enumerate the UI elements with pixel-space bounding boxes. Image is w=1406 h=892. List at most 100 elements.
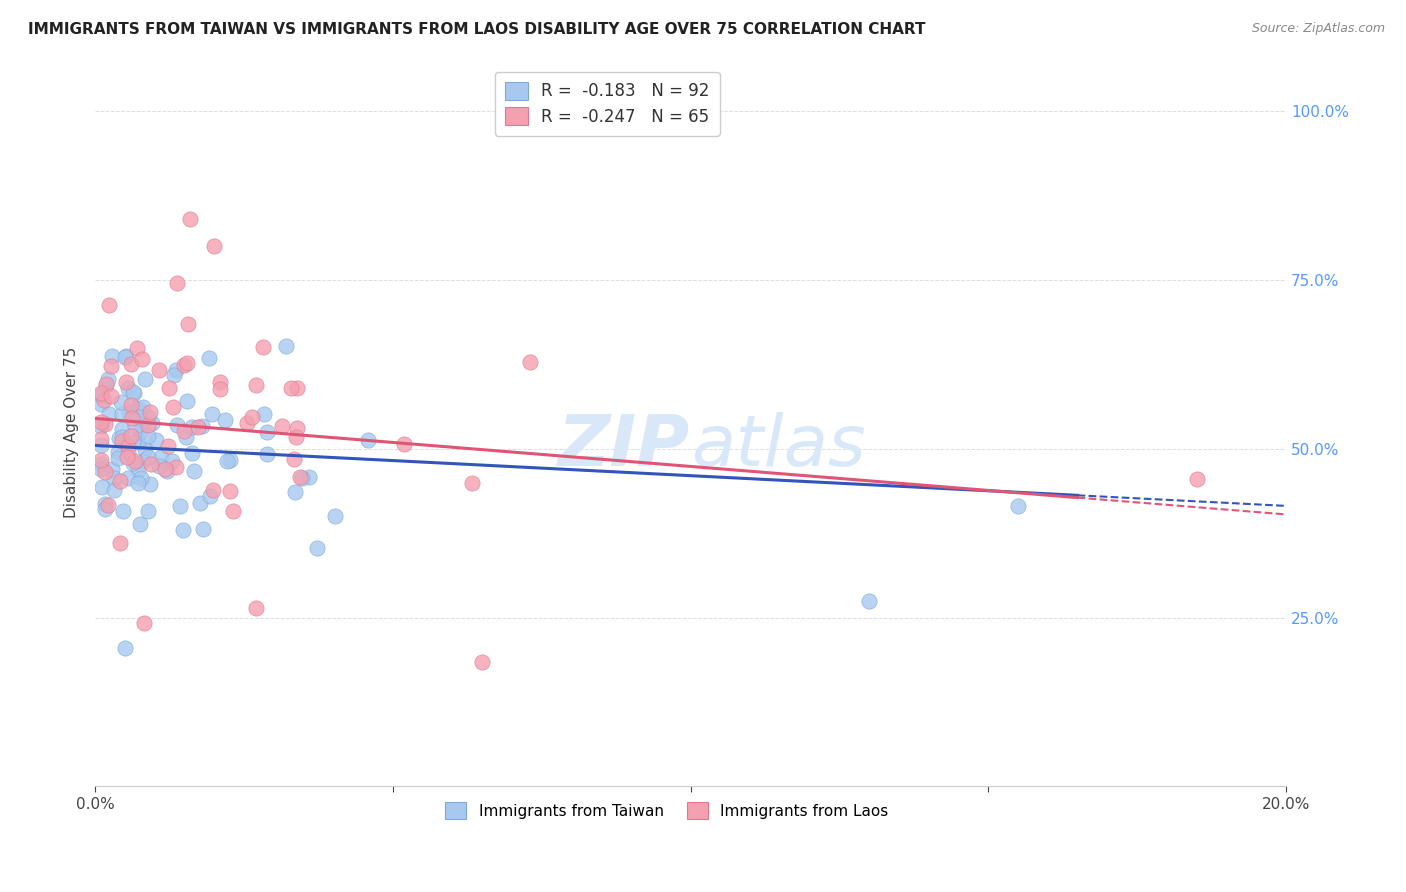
Point <box>357 434 380 448</box>
Point <box>125 401 148 416</box>
Point <box>114 641 136 656</box>
Point <box>188 496 211 510</box>
Point <box>200 490 222 504</box>
Point <box>90 419 112 434</box>
Point <box>148 459 170 474</box>
Point <box>214 413 236 427</box>
Point <box>129 425 152 439</box>
Text: atlas: atlas <box>690 411 865 481</box>
Point <box>134 442 156 456</box>
Y-axis label: Disability Age Over 75: Disability Age Over 75 <box>65 346 79 517</box>
Point <box>165 460 187 475</box>
Point <box>284 484 307 499</box>
Point <box>271 419 294 434</box>
Point <box>90 385 112 400</box>
Point <box>323 508 346 523</box>
Point <box>460 476 482 491</box>
Point <box>166 276 188 290</box>
Point <box>145 433 167 447</box>
Point <box>90 415 112 429</box>
Point <box>174 430 197 444</box>
Point <box>285 421 308 435</box>
Point <box>110 407 132 421</box>
Point <box>172 523 194 537</box>
Point <box>114 375 136 389</box>
Point <box>100 359 122 374</box>
Point <box>156 464 179 478</box>
Point <box>120 398 142 412</box>
Point <box>290 470 312 484</box>
Point <box>90 397 112 411</box>
Point <box>392 437 415 451</box>
Point <box>173 358 195 372</box>
Point <box>128 409 150 424</box>
Point <box>111 422 134 436</box>
Point <box>129 471 152 485</box>
Point <box>90 457 112 471</box>
Point <box>166 418 188 433</box>
Point <box>107 450 129 465</box>
Point <box>111 434 134 448</box>
Point <box>98 298 121 312</box>
Point <box>283 452 305 467</box>
Point <box>132 454 155 468</box>
Point <box>1185 472 1208 486</box>
Point <box>117 445 139 459</box>
Point <box>127 463 149 477</box>
Point <box>132 615 155 630</box>
Point <box>156 439 179 453</box>
Point <box>121 411 143 425</box>
Point <box>97 372 120 386</box>
Point <box>176 394 198 409</box>
Point <box>256 448 278 462</box>
Point <box>117 471 139 485</box>
Point <box>131 351 153 366</box>
Point <box>298 470 321 484</box>
Point <box>245 600 267 615</box>
Point <box>148 363 170 377</box>
Point <box>209 382 232 396</box>
Point <box>97 498 120 512</box>
Point <box>136 504 159 518</box>
Point <box>90 432 112 446</box>
Point <box>100 349 122 363</box>
Point <box>201 483 224 498</box>
Point <box>218 483 240 498</box>
Point <box>190 418 212 433</box>
Point <box>117 381 139 395</box>
Point <box>98 407 121 421</box>
Point <box>1007 500 1029 514</box>
Point <box>134 371 156 385</box>
Point <box>122 457 145 471</box>
Point <box>94 417 117 432</box>
Point <box>122 435 145 450</box>
Point <box>193 522 215 536</box>
Point <box>100 389 122 403</box>
Point <box>120 428 142 442</box>
Point <box>149 450 172 465</box>
Point <box>139 405 162 419</box>
Point <box>124 386 146 401</box>
Point <box>131 400 153 414</box>
Text: ZIP: ZIP <box>558 411 690 481</box>
Point <box>471 655 494 669</box>
Point <box>177 317 200 331</box>
Point <box>139 477 162 491</box>
Point <box>139 457 162 471</box>
Point <box>200 407 222 421</box>
Point <box>101 461 124 475</box>
Point <box>90 452 112 467</box>
Point <box>240 410 263 425</box>
Point <box>141 416 163 430</box>
Point <box>236 416 259 430</box>
Point <box>136 410 159 425</box>
Point <box>136 450 159 465</box>
Point <box>209 376 232 390</box>
Point <box>124 453 146 467</box>
Point <box>110 394 132 409</box>
Point <box>179 212 201 227</box>
Point <box>284 430 307 444</box>
Point <box>125 341 148 355</box>
Point <box>115 450 138 465</box>
Point <box>114 350 136 364</box>
